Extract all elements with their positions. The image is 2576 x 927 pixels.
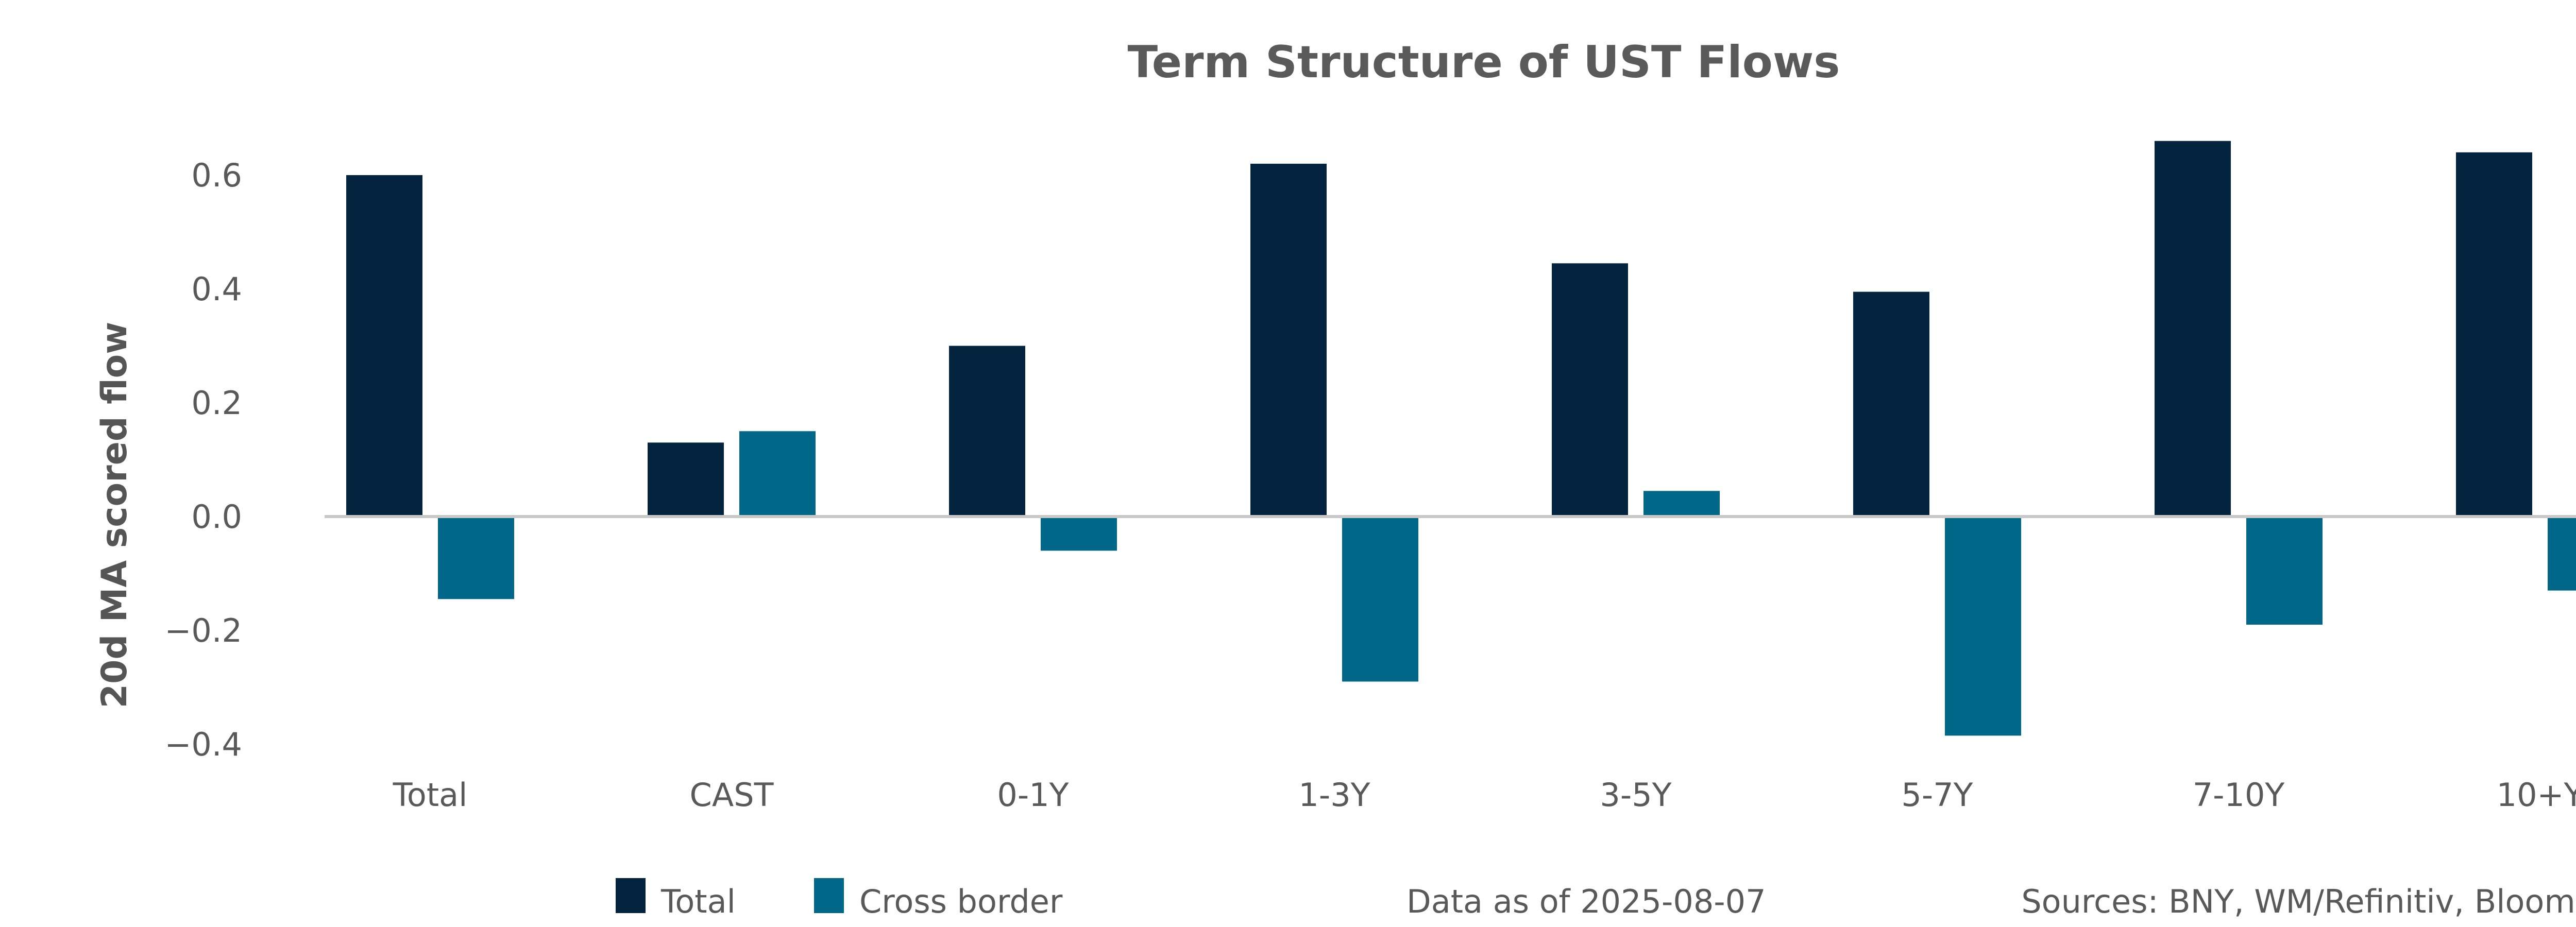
x-tick-label: 5-7Y xyxy=(1901,776,1973,814)
x-tick-label: 3-5Y xyxy=(1600,776,1671,814)
x-tick-label: CAST xyxy=(690,776,774,814)
y-tick-label: −0.2 xyxy=(164,612,242,649)
y-axis-label: 20d MA scored flow xyxy=(94,322,135,708)
y-tick-label: 0.0 xyxy=(191,498,242,536)
bar-total-0-1y xyxy=(949,346,1025,517)
bar-cross-border-7-10y xyxy=(2246,517,2323,625)
bars xyxy=(346,141,2576,736)
chart-title: Term Structure of UST Flows xyxy=(1128,37,1840,88)
sources-note: Sources: BNY, WM/Refinitiv, Bloomberg xyxy=(2021,883,2576,920)
y-tick-label: 0.4 xyxy=(191,270,242,308)
bar-total-total xyxy=(346,175,422,517)
x-axis-ticks: Total CAST 0-1Y 1-3Y 3-5Y 5-7Y 7-10Y 10+Y xyxy=(393,776,2576,814)
data-as-of-note: Data as of 2025-08-07 xyxy=(1406,883,1766,920)
bar-total-5-7y xyxy=(1853,291,1929,517)
bar-cross-border-3-5y xyxy=(1643,491,1720,517)
y-axis-ticks: −0.4 −0.2 0.0 0.2 0.4 0.6 xyxy=(164,157,242,763)
bar-total-1-3y xyxy=(1250,163,1327,517)
bar-total-cast xyxy=(648,442,724,517)
x-tick-label: Total xyxy=(393,776,468,814)
y-tick-label: 0.6 xyxy=(191,157,242,194)
y-tick-label: −0.4 xyxy=(164,726,242,763)
bar-total-7-10y xyxy=(2155,141,2231,517)
bar-cross-border-0-1y xyxy=(1041,517,1117,551)
legend-swatch-total xyxy=(616,878,646,913)
bar-cross-border-10-y xyxy=(2548,517,2576,591)
bar-cross-border-5-7y xyxy=(1945,517,2021,736)
legend-label-total: Total xyxy=(660,883,736,920)
bar-cross-border-total xyxy=(438,517,514,599)
bar-total-3-5y xyxy=(1552,263,1628,517)
x-tick-label: 0-1Y xyxy=(997,776,1069,814)
x-tick-label: 1-3Y xyxy=(1298,776,1370,814)
legend-swatch-cross-border xyxy=(814,878,844,913)
bar-cross-border-1-3y xyxy=(1342,517,1418,682)
legend-label-cross-border: Cross border xyxy=(859,883,1063,920)
bar-cross-border-cast xyxy=(739,431,816,517)
legend: Total Cross border xyxy=(616,878,1063,920)
y-tick-label: 0.2 xyxy=(191,384,242,422)
x-tick-label: 7-10Y xyxy=(2193,776,2285,814)
x-tick-label: 10+Y xyxy=(2497,776,2576,814)
bar-total-10-y xyxy=(2456,152,2532,517)
